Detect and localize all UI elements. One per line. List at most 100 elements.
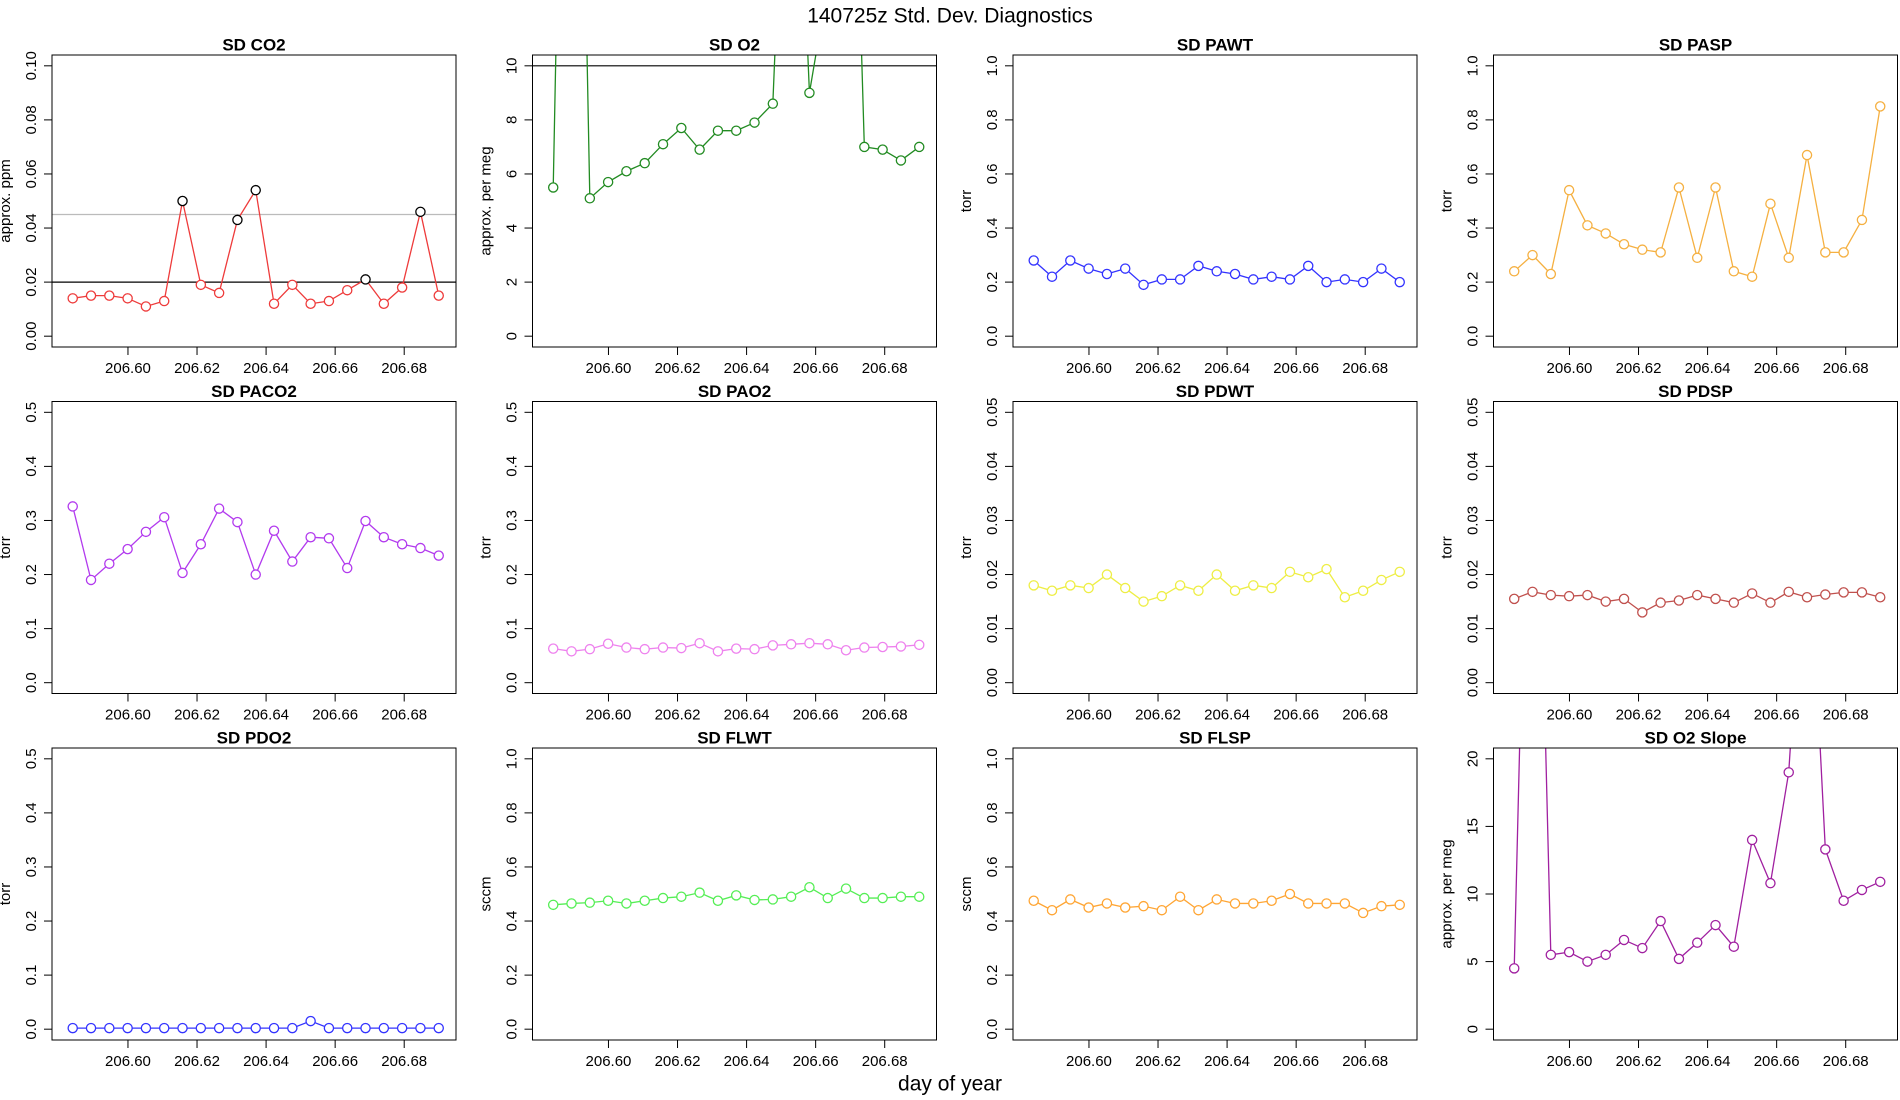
point (268, 525, 280, 536)
panel-title: SD PDO2 (217, 728, 292, 747)
y-tick-label: 0.6 (984, 857, 1001, 878)
x-tick-label: 206.60 (586, 706, 632, 723)
plot-area (1028, 888, 1405, 919)
point (767, 894, 779, 905)
point (323, 295, 335, 307)
panel: SD PDWT torr 0.00 0.01 0.02 0.03 0.04 0.05 206.6… (958, 382, 1418, 723)
y-tick-label: 0.2 (984, 965, 1001, 986)
y-tick-label: 0.02 (984, 560, 1001, 589)
point (1174, 580, 1186, 591)
point (1339, 898, 1351, 909)
x-tick-label: 206.64 (1685, 360, 1731, 377)
panel: SD O2 Slope approx. per meg 0 5 10 15 20 206.60… (1438, 728, 1898, 1070)
x-tick-label: 206.68 (862, 360, 908, 377)
point (396, 539, 408, 550)
point (1673, 182, 1685, 193)
point (158, 1022, 170, 1034)
x-tick-label: 206.64 (1204, 360, 1250, 377)
plot-area (547, 637, 925, 657)
plot-area (67, 501, 444, 586)
point (1156, 904, 1168, 916)
point (104, 290, 115, 301)
x-tick-label: 206.60 (1066, 360, 1112, 377)
point (1838, 247, 1849, 258)
point (1563, 184, 1575, 196)
x-tick-label: 206.66 (1754, 360, 1800, 377)
plot-area (1028, 563, 1405, 607)
y-tick-label: 0.2 (503, 564, 520, 585)
point (657, 892, 669, 904)
point (895, 155, 907, 166)
point (213, 503, 225, 514)
point (177, 567, 188, 579)
point (1248, 274, 1259, 285)
point (676, 642, 687, 654)
point (840, 883, 852, 894)
point (639, 895, 650, 907)
x-tick-label: 206.66 (1754, 1053, 1800, 1070)
y-tick-label: 0.0 (23, 672, 40, 693)
plot-frame (532, 747, 937, 1041)
x-tick-label: 206.68 (381, 360, 427, 377)
y-axis-title: approx. ppm (0, 159, 14, 242)
y-tick-label: 1.0 (1464, 55, 1481, 76)
y-axis-title: torr (1438, 536, 1455, 559)
point (749, 643, 760, 655)
x-axis-title: day of year (898, 1073, 1002, 1096)
point (1321, 276, 1332, 288)
point (584, 897, 596, 908)
point (1376, 263, 1387, 274)
y-tick-label: 0.0 (503, 672, 520, 693)
y-axis-title: sccm (477, 877, 494, 912)
point (877, 641, 888, 653)
point (341, 284, 353, 296)
y-tick-label: 0.0 (984, 1019, 1001, 1040)
point (547, 182, 559, 193)
point (323, 1022, 335, 1034)
point (177, 1022, 188, 1034)
plot-area (532, 55, 937, 204)
point (122, 543, 133, 555)
point (1856, 884, 1868, 896)
point (213, 1022, 225, 1034)
point (1101, 569, 1113, 580)
point (730, 125, 742, 136)
plot-area (1508, 101, 1886, 282)
y-tick-label: 0.00 (23, 322, 40, 351)
panel-title: SD PDSP (1658, 382, 1733, 401)
point (547, 899, 559, 911)
y-tick-label: 0.01 (1464, 614, 1481, 643)
point (749, 894, 760, 906)
x-tick-label: 206.64 (1685, 706, 1731, 723)
point (85, 1022, 97, 1034)
point (1357, 585, 1369, 597)
point (694, 887, 705, 898)
point (1746, 834, 1758, 846)
x-tick-label: 206.62 (174, 706, 220, 723)
plot-frame (1012, 401, 1418, 694)
x-tick-label: 206.68 (1823, 360, 1869, 377)
panel-title: SD PAO2 (698, 382, 771, 401)
y-tick-label: 5 (1464, 957, 1481, 965)
point (859, 642, 870, 653)
point (305, 531, 316, 543)
point (1248, 898, 1259, 909)
point (1156, 274, 1168, 285)
point (694, 637, 705, 649)
panel-title: SD PAWT (1177, 35, 1254, 54)
point (1710, 593, 1721, 605)
panel-title: SD O2 Slope (1644, 728, 1746, 747)
x-tick-label: 206.60 (586, 360, 632, 377)
panel-title: SD PDWT (1176, 382, 1255, 401)
point (1508, 593, 1520, 605)
point (1874, 591, 1886, 603)
point (1083, 902, 1094, 913)
point (859, 141, 870, 153)
point (1357, 276, 1369, 288)
point (1193, 904, 1204, 916)
x-tick-label: 206.62 (174, 360, 220, 377)
point (140, 1022, 152, 1034)
point (1527, 249, 1538, 261)
plot-frame (532, 401, 937, 694)
